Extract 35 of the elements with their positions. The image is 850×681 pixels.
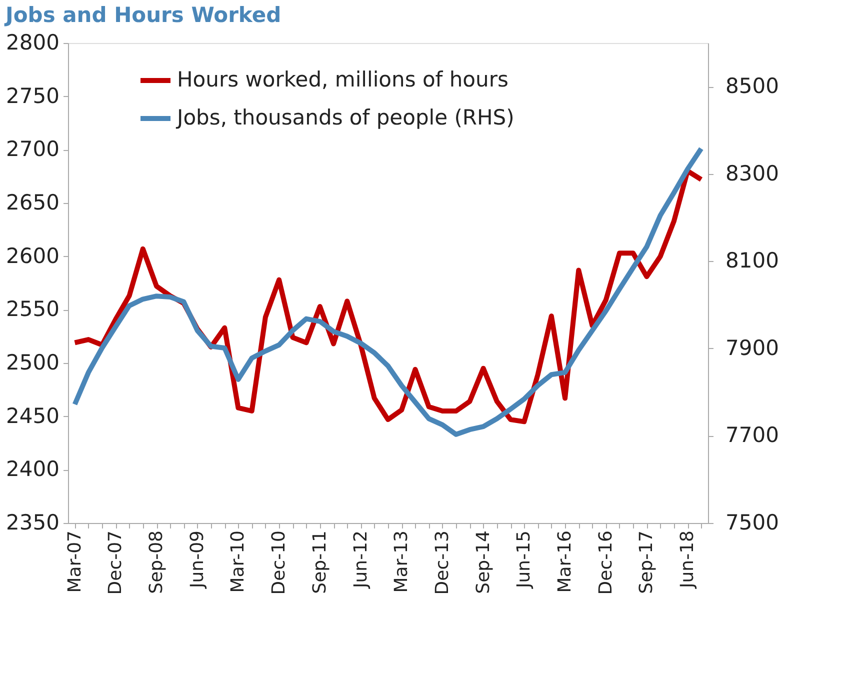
y-tick-label: 2700 bbox=[6, 137, 60, 162]
x-tick-label: Mar-13 bbox=[391, 530, 412, 593]
x-tick-label: Mar-07 bbox=[64, 530, 86, 593]
x-tick-label: Jun-12 bbox=[350, 530, 372, 590]
y-tick-label: 2750 bbox=[6, 84, 60, 108]
y2-tick-label: 8100 bbox=[726, 248, 779, 273]
x-tick-label: Sep-08 bbox=[146, 530, 168, 594]
y-tick-label: 2550 bbox=[6, 297, 60, 322]
y-tick-label: 2500 bbox=[6, 350, 60, 374]
x-tick-label: Dec-10 bbox=[268, 530, 290, 595]
y2-tick-label: 8500 bbox=[726, 74, 779, 98]
x-tick-label: Sep-14 bbox=[472, 530, 494, 594]
y2-tick-label: 7900 bbox=[726, 336, 779, 360]
y-tick-label: 2800 bbox=[6, 30, 60, 54]
x-tick-label: Sep-17 bbox=[636, 530, 658, 594]
y-tick-label: 2400 bbox=[6, 457, 60, 482]
y2-tick-label: 8300 bbox=[726, 161, 779, 186]
chart-title: Jobs and Hours Worked bbox=[4, 3, 282, 27]
y-tick-label: 2450 bbox=[6, 404, 60, 428]
x-tick-label: Mar-16 bbox=[554, 530, 576, 593]
x-tick-label: Mar-10 bbox=[228, 530, 249, 593]
x-tick-label: Jun-18 bbox=[677, 530, 698, 590]
legend-label: Hours worked, millions of hours bbox=[177, 68, 508, 92]
x-tick-label: Sep-11 bbox=[309, 530, 330, 594]
x-tick-label: Dec-16 bbox=[595, 530, 616, 595]
y-tick-label: 2350 bbox=[6, 510, 60, 534]
y2-tick-label: 7500 bbox=[726, 510, 779, 534]
y-tick-label: 2600 bbox=[6, 244, 60, 268]
y-tick-label: 2650 bbox=[6, 190, 60, 214]
x-tick-label: Jun-15 bbox=[514, 530, 535, 590]
x-tick-label: Dec-07 bbox=[105, 530, 126, 595]
x-tick-label: Jun-09 bbox=[186, 530, 208, 590]
legend-label: Jobs, thousands of people (RHS) bbox=[175, 106, 514, 130]
y2-tick-label: 7700 bbox=[726, 423, 779, 448]
x-tick-label: Dec-13 bbox=[432, 530, 453, 595]
